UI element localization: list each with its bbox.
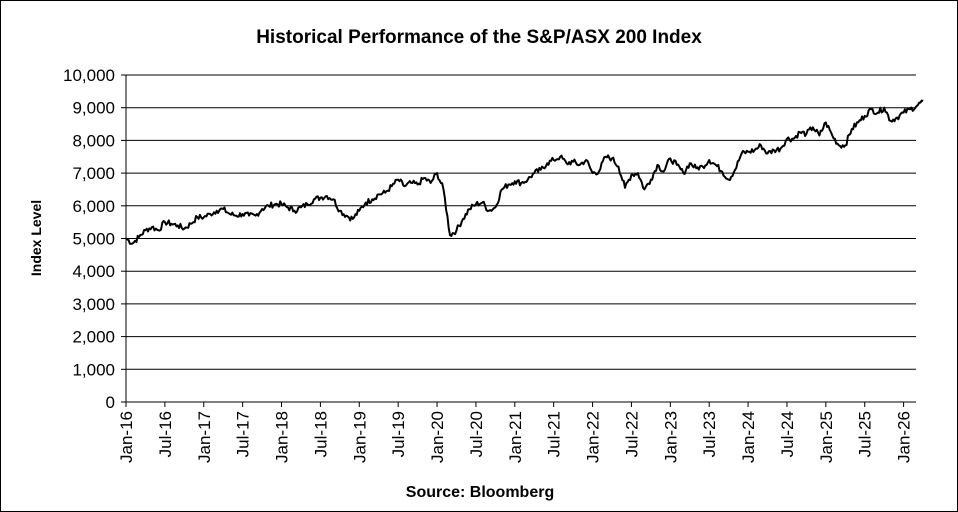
gridlines <box>126 74 916 370</box>
x-tick-label: Jan-23 <box>661 411 680 463</box>
y-axis-label: Index Level <box>28 200 44 276</box>
x-tick-label: Jul-22 <box>622 411 641 457</box>
x-tick-label: Jul-18 <box>311 411 330 457</box>
x-tick-label: Jul-24 <box>778 411 797 457</box>
x-tick-label: Jan-21 <box>506 411 525 463</box>
x-axis-ticks: Jan-16 Jul-16 Jan-17 Jul-17 Jan-18 Jul-18 Jan-… <box>117 402 914 463</box>
x-tick-label: Jul-21 <box>545 411 564 457</box>
y-tick-label: 9,000 <box>72 99 115 118</box>
x-tick-label: Jul-25 <box>856 411 875 457</box>
y-tick-label: 2,000 <box>72 328 115 347</box>
x-tick-label: Jul-20 <box>467 411 486 457</box>
y-tick-label: 5,000 <box>72 230 115 249</box>
y-tick-label: 7,000 <box>72 164 115 183</box>
y-tick-label: 1,000 <box>72 360 115 379</box>
chart-title: Historical Performance of the S&P/ASX 20… <box>256 27 702 48</box>
y-axis-ticks: 0 1,000 2,000 3,000 4,000 5,000 6,000 7,000 8,00… <box>63 66 126 412</box>
x-tick-label: Jan-22 <box>584 411 603 463</box>
x-tick-label: Jan-25 <box>817 411 836 463</box>
x-tick-label: Jan-18 <box>273 411 292 463</box>
y-tick-label: 0 <box>106 393 115 412</box>
x-tick-label: Jul-23 <box>700 411 719 457</box>
x-tick-label: Jan-24 <box>739 411 758 463</box>
y-tick-label: 3,000 <box>72 295 115 314</box>
series-line-asx200 <box>125 99 924 245</box>
x-tick-label: Jul-19 <box>389 411 408 457</box>
y-tick-label: 4,000 <box>72 262 115 281</box>
x-tick-label: Jul-17 <box>234 411 253 457</box>
x-tick-label: Jan-26 <box>895 411 914 463</box>
y-tick-label: 6,000 <box>72 197 115 216</box>
x-tick-label: Jan-19 <box>350 411 369 463</box>
source-label: Source: Bloomberg <box>406 484 554 501</box>
y-tick-label: 8,000 <box>72 131 115 150</box>
y-tick-label: 10,000 <box>63 66 115 85</box>
x-tick-label: Jul-16 <box>156 411 175 457</box>
x-tick-label: Jan-20 <box>428 411 447 463</box>
series-points <box>126 101 923 243</box>
x-tick-label: Jan-16 <box>117 411 136 463</box>
x-tick-label: Jan-17 <box>195 411 214 463</box>
